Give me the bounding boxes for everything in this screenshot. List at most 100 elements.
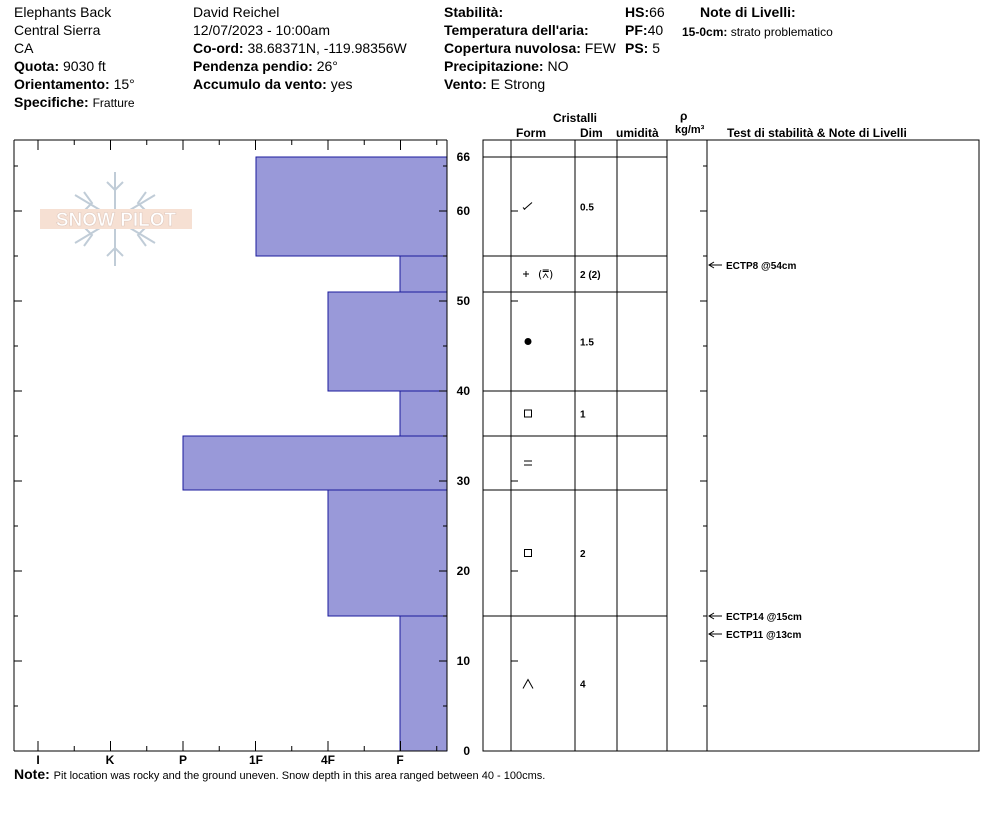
form-header: Form xyxy=(516,126,546,140)
datetime: 12/07/2023 - 10:00am xyxy=(193,22,330,38)
grain-form-3 xyxy=(524,409,532,418)
precip-label: Precipitazione: xyxy=(444,58,544,74)
hardness-bar-1 xyxy=(399,255,448,293)
grain-size-3: 1 xyxy=(580,410,586,421)
aspect-label: Orientamento: xyxy=(14,76,110,92)
ps-label: PS: xyxy=(625,40,649,56)
hardness-tick-label-I: I xyxy=(36,753,39,767)
faceted-icon xyxy=(524,549,532,557)
surface-hoar-icon: (⩞) xyxy=(538,268,553,281)
wind: Vento: E Strong xyxy=(444,76,545,92)
test-label-0: ECTP8 @54cm xyxy=(726,261,796,272)
air-temp-label: Temperatura dell'aria: xyxy=(444,22,589,38)
state: CA xyxy=(14,40,34,56)
layer-note-text: strato problematico xyxy=(730,25,833,39)
slope-value: 26° xyxy=(316,58,338,74)
aspect-value: 15° xyxy=(113,76,135,92)
hardness-tick-label-K: K xyxy=(106,753,115,767)
depth-tick-label: 30 xyxy=(457,474,471,488)
footer-note: Note: Pit location was rocky and the gro… xyxy=(14,766,545,784)
hardness-bar-6 xyxy=(399,615,448,752)
air-temp: Temperatura dell'aria: xyxy=(444,22,589,38)
depth-tick-label: 20 xyxy=(457,564,471,578)
depth-tick-label: 60 xyxy=(457,204,471,218)
hardness-bar-5 xyxy=(327,489,448,617)
cloud-value: FEW xyxy=(584,40,616,56)
decomposing-grain-tick xyxy=(522,207,526,210)
depth-hoar-icon xyxy=(522,678,534,689)
wind-label: Vento: xyxy=(444,76,487,92)
ps: PS: 5 xyxy=(625,40,660,56)
grain-form-4 xyxy=(524,460,532,466)
test-label-2: ECTP11 @13cm xyxy=(726,630,801,641)
pf-value: 40 xyxy=(647,22,664,38)
pf: PF:40 xyxy=(625,22,663,38)
slope: Pendenza pendio: 26° xyxy=(193,58,338,74)
hardness-tick-label-P: P xyxy=(179,753,187,767)
precipitation: Precipitazione: NO xyxy=(444,58,568,74)
stability-label: Stabilità: xyxy=(444,4,504,20)
hardness-bar-0 xyxy=(255,156,448,257)
coords: Co-ord: 38.68371N, -119.98356W xyxy=(193,40,407,56)
moisture-header: umidità xyxy=(616,126,659,140)
crystals-header: Cristalli xyxy=(553,111,598,125)
depth-tick-label: 0 xyxy=(463,744,470,758)
layer-note: 15-0cm: strato problematico xyxy=(682,24,833,40)
range: Central Sierra xyxy=(14,22,101,38)
grain-size-6: 4 xyxy=(580,680,586,691)
test-arrow-head-0 xyxy=(708,261,715,269)
wind-value: E Strong xyxy=(490,76,546,92)
size-header: Dim xyxy=(580,126,603,140)
cloud-cover: Copertura nuvolosa: FEW xyxy=(444,40,616,56)
elevation-label: Quota: xyxy=(14,58,60,74)
grain-form-0 xyxy=(522,202,533,210)
grain-size-0: 0.5 xyxy=(580,203,594,214)
coords-label: Co-ord: xyxy=(193,40,244,56)
specifics: Specifiche: Fratture xyxy=(14,94,135,111)
elevation: Quota: 9030 ft xyxy=(14,58,106,74)
grain-form-5 xyxy=(524,549,532,557)
hardness-bar-4 xyxy=(182,435,448,491)
depth-tick-label: 40 xyxy=(457,384,471,398)
hs-value: 66 xyxy=(649,4,665,20)
hardness-tick-label-1F: 1F xyxy=(249,753,263,767)
location: Elephants Back xyxy=(14,4,112,20)
wind-loading-label: Accumulo da vento: xyxy=(193,76,327,92)
aspect: Orientamento: 15° xyxy=(14,76,135,92)
note-text: Pit location was rocky and the ground un… xyxy=(53,770,546,782)
rho-header: ρ xyxy=(680,109,688,123)
grain-size-2: 1.5 xyxy=(580,338,594,349)
slope-label: Pendenza pendio: xyxy=(193,58,313,74)
tests-header: Test di stabilità & Note di Livelli xyxy=(727,126,907,140)
grain-form-6 xyxy=(522,678,534,689)
hardness-bar-2 xyxy=(327,291,448,392)
layer-notes-title: Note di Livelli: xyxy=(700,4,796,20)
wind-loading-value: yes xyxy=(330,76,353,92)
depth-tick-label: 66 xyxy=(457,150,471,164)
depth-tick-label: 50 xyxy=(457,294,471,308)
hardness-tick-label-F: F xyxy=(396,753,403,767)
snow-pilot-logo-text: SNOW PILOT xyxy=(56,210,177,231)
note-label: Note: xyxy=(14,766,50,782)
layer-note-range: 15-0cm: xyxy=(682,25,728,39)
faceted-icon xyxy=(524,409,532,418)
hs: HS:66 xyxy=(625,4,665,20)
grain-size-1: 2 (2) xyxy=(580,270,601,281)
precip-value: NO xyxy=(547,58,569,74)
observer: David Reichel xyxy=(193,4,280,20)
graupel-icon xyxy=(524,338,532,345)
test-arrow-head-2 xyxy=(708,630,715,638)
specifics-value: Fratture xyxy=(92,96,135,110)
test-arrow-head-1 xyxy=(708,612,715,620)
decomposing-grain-icon xyxy=(523,202,533,210)
elevation-value: 9030 ft xyxy=(63,58,106,74)
grain-size-5: 2 xyxy=(580,549,586,560)
layer-table-frame xyxy=(482,139,980,752)
hardness-bar-3 xyxy=(399,390,448,437)
density-unit-header: kg/m³ xyxy=(675,124,705,136)
wind-loading: Accumulo da vento: yes xyxy=(193,76,352,92)
hs-label: HS: xyxy=(625,4,650,20)
depth-tick-label: 10 xyxy=(457,654,471,668)
cloud-label: Copertura nuvolosa: xyxy=(444,40,581,56)
